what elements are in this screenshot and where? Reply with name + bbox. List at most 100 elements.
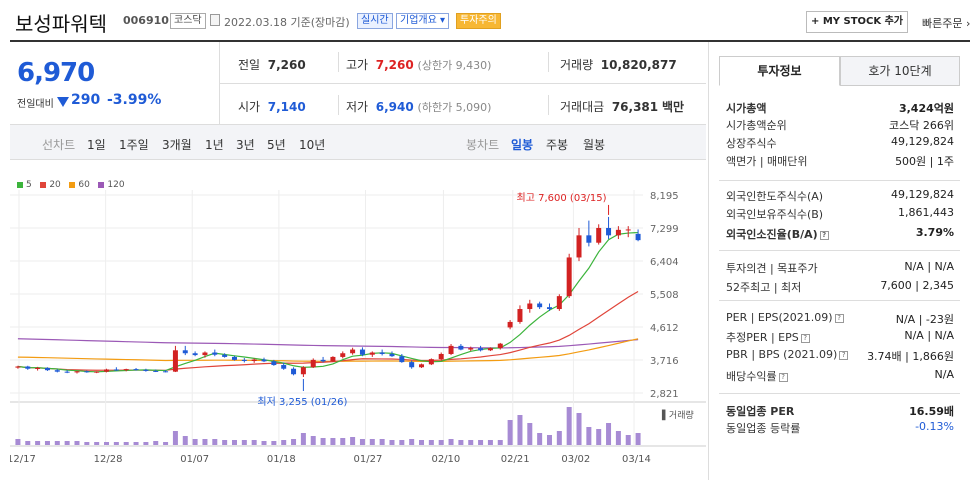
volume-bar: [546, 435, 552, 445]
ma60-legend: 60: [69, 180, 90, 190]
add-my-stock-button[interactable]: + MY STOCK 추가: [806, 11, 908, 33]
upper-limit: (상한가 9,430): [417, 59, 492, 72]
volume-bar: [468, 440, 474, 445]
candle-body: [54, 370, 60, 372]
amount-value: 76,381: [611, 100, 659, 114]
quick-order-link[interactable]: 빠른주문 ›: [922, 17, 971, 30]
info-divider: [719, 180, 960, 181]
realtime-tag[interactable]: 실시간: [357, 13, 393, 29]
line-chart-label: 선차트: [42, 138, 76, 152]
candle-body: [182, 350, 188, 354]
candle-body: [468, 348, 474, 350]
candle-body: [113, 369, 119, 371]
volume-bar: [310, 436, 316, 445]
candle-body: [44, 367, 50, 371]
candle-body: [25, 366, 31, 369]
candle-daily[interactable]: 일봉: [511, 138, 534, 152]
ma5-legend: 5: [17, 180, 32, 190]
volume-bar: [44, 441, 50, 445]
candle-body: [606, 227, 612, 236]
info-label-rank: 시가총액순위: [726, 119, 787, 132]
info-value-foreign-ratio: 3.79%: [915, 226, 954, 239]
period-3y[interactable]: 3년: [236, 138, 255, 152]
company-overview-button[interactable]: 기업개요 ▾: [396, 13, 449, 29]
volume-bar: [153, 441, 159, 445]
candle-monthly[interactable]: 월봉: [583, 138, 606, 152]
candle-body: [123, 369, 129, 371]
period-3m[interactable]: 3개월: [162, 138, 192, 152]
low-value: 6,940: [375, 100, 414, 114]
volume-bar: [478, 440, 484, 445]
candle-body: [94, 371, 100, 373]
candle-body: [310, 359, 316, 368]
ma60-swatch: [69, 181, 76, 188]
tab-quote-10[interactable]: 호가 10단계: [840, 56, 960, 86]
high-annotation: 최고 7,600 (03/15): [517, 192, 607, 204]
candle-body: [153, 370, 159, 372]
candle-weekly[interactable]: 주봉: [546, 138, 569, 152]
volume-bar: [556, 431, 562, 445]
period-10y[interactable]: 10년: [299, 138, 326, 152]
volume-bar: [340, 438, 346, 445]
period-1w[interactable]: 1주일: [119, 138, 149, 152]
y-tick-label: 6,404: [650, 257, 679, 268]
col-divider: [548, 95, 549, 115]
change-percent: -3.99%: [107, 92, 162, 108]
candle-body: [586, 235, 592, 243]
high-label: 고가: [346, 58, 369, 72]
volume-bar: [527, 423, 533, 445]
volume-bar: [606, 423, 612, 445]
candle-body: [222, 354, 228, 357]
period-5y[interactable]: 5년: [267, 138, 286, 152]
volume-bar: [123, 442, 129, 445]
change-value: 290: [71, 92, 101, 108]
candle-body: [615, 229, 621, 236]
period-1d[interactable]: 1일: [87, 138, 106, 152]
candle-body: [546, 307, 552, 310]
help-icon[interactable]: ?: [834, 313, 844, 323]
down-arrow-icon: [57, 97, 69, 107]
volume-bar: [182, 436, 188, 445]
volume-bar: [566, 407, 572, 445]
volume-label: ▌거래량: [661, 409, 694, 421]
info-value-shares: 49,129,824: [891, 135, 954, 148]
candle-body: [409, 362, 415, 368]
tab-invest-info[interactable]: 투자정보: [719, 56, 840, 86]
candle-body: [379, 352, 385, 354]
volume-bar: [615, 431, 621, 445]
candle-body: [340, 353, 346, 357]
info-label-div: 배당수익률?: [726, 368, 788, 384]
help-icon[interactable]: ?: [839, 350, 849, 360]
col-divider: [338, 52, 339, 72]
volume-value: 10,820,877: [600, 58, 677, 72]
candle-body: [487, 348, 493, 351]
period-1y[interactable]: 1년: [205, 138, 224, 152]
volume-bar: [389, 440, 395, 445]
help-icon[interactable]: ?: [778, 372, 788, 382]
y-tick-label: 3,716: [650, 356, 679, 367]
info-label-foreign-ratio: 외국인소진율(B/A)?: [726, 226, 829, 242]
ma20-swatch: [40, 181, 47, 188]
volume-bar: [487, 440, 493, 445]
info-label-market-cap: 시가총액: [726, 102, 767, 115]
help-icon[interactable]: ?: [819, 230, 829, 240]
info-panel: [708, 42, 970, 480]
volume-bar: [576, 413, 582, 445]
y-tick-label: 5,508: [650, 290, 679, 301]
help-icon[interactable]: ?: [800, 333, 810, 343]
x-tick-label: 03/02: [561, 454, 590, 465]
info-value-ind-per: 16.59배: [909, 405, 954, 418]
info-label-shares: 상장주식수: [726, 137, 777, 150]
candle-body: [133, 369, 139, 371]
summary-divider: [220, 83, 706, 84]
price-chart[interactable]: 8,195 7,299 6,404 5,508 4,612 3,716 2,821 12/17…: [10, 160, 706, 480]
volume-label: 거래량: [560, 58, 594, 72]
candle-body: [566, 257, 572, 297]
info-value-wk52: 7,600 | 2,345: [880, 279, 954, 292]
volume-bar: [25, 441, 31, 445]
volume-bar: [231, 440, 237, 445]
change-label: 전일대비: [17, 99, 54, 110]
volume-bar: [330, 438, 336, 445]
document-icon: [210, 14, 220, 26]
candle-body: [389, 353, 395, 357]
